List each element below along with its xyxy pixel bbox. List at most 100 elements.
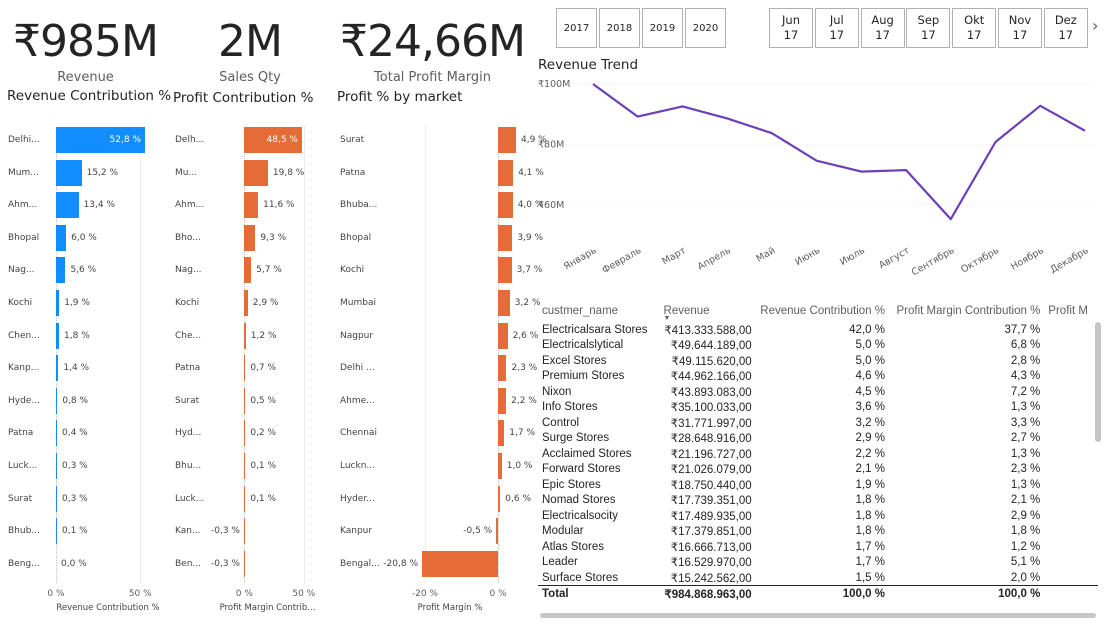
data-point[interactable] bbox=[724, 115, 730, 121]
table-row[interactable]: Nixon ₹43.893.083,00 4,5 % 7,2 % bbox=[538, 384, 1098, 400]
bar[interactable] bbox=[244, 420, 246, 447]
cell-revenue-contribution: 1,8 % bbox=[855, 494, 885, 507]
data-label: 0,3 % bbox=[62, 493, 88, 504]
revenue-contribution-chart[interactable]: Delhi... 52,8 % Mum... 15,2 % Ahm... 13,4 % Bh… bbox=[8, 127, 168, 617]
bar[interactable] bbox=[56, 387, 58, 414]
month-button-dez[interactable]: Dez 17 bbox=[1043, 8, 1088, 48]
table-row[interactable]: Premium Stores ₹44.962.166,00 4,6 % 4,3 % bbox=[538, 369, 1098, 385]
bar[interactable] bbox=[244, 322, 246, 349]
year-button-label: 2019 bbox=[649, 22, 676, 34]
table-row[interactable]: Epic Stores ₹18.750.440,00 1,9 % 1,3 % bbox=[538, 477, 1098, 493]
month-button-okt[interactable]: Okt 17 bbox=[952, 8, 997, 48]
bar[interactable] bbox=[498, 355, 507, 382]
table-row[interactable]: Electricalsara Stores ₹413.333.588,00 42,0… bbox=[538, 322, 1098, 338]
data-point[interactable] bbox=[769, 130, 775, 136]
table-row[interactable]: Modular ₹17.379.851,00 1,8 % 1,8 % bbox=[538, 524, 1098, 540]
bar[interactable] bbox=[244, 387, 246, 414]
month-button-jul[interactable]: Jul 17 bbox=[814, 8, 859, 48]
bar[interactable] bbox=[56, 290, 60, 316]
data-point[interactable] bbox=[1037, 103, 1043, 109]
column-header-profit-margin[interactable]: Profit M bbox=[1048, 305, 1088, 317]
year-button-2020[interactable]: 2020 bbox=[685, 8, 726, 48]
bar[interactable] bbox=[498, 322, 508, 349]
table-vertical-scrollbar[interactable] bbox=[1095, 322, 1101, 442]
data-point[interactable] bbox=[858, 169, 864, 175]
bar[interactable] bbox=[244, 127, 302, 153]
bar[interactable] bbox=[56, 453, 57, 479]
table-row[interactable]: Forward Stores ₹21.026.079,00 2,1 % 2,3 % bbox=[538, 462, 1098, 478]
data-point[interactable] bbox=[903, 167, 909, 173]
bar[interactable] bbox=[244, 355, 246, 382]
bar[interactable] bbox=[56, 192, 79, 219]
table-row[interactable]: Control ₹31.771.997,00 3,2 % 3,3 % bbox=[538, 415, 1098, 431]
bar[interactable] bbox=[498, 453, 502, 479]
bar[interactable] bbox=[498, 387, 507, 414]
column-header-profit-margin-contribution[interactable]: Profit Margin Contribution % bbox=[896, 305, 1041, 317]
bar[interactable] bbox=[498, 420, 505, 447]
data-point[interactable] bbox=[814, 158, 820, 164]
bar[interactable] bbox=[244, 518, 245, 545]
chevron-right-icon[interactable]: › bbox=[1092, 16, 1099, 35]
bar[interactable] bbox=[244, 485, 246, 512]
table-row[interactable]: Leader ₹16.529.970,00 1,7 % 5,1 % bbox=[538, 555, 1098, 571]
data-point[interactable] bbox=[993, 139, 999, 145]
table-row[interactable]: Atlas Stores ₹16.666.713,00 1,7 % 1,2 % bbox=[538, 539, 1098, 555]
data-point[interactable] bbox=[635, 114, 641, 120]
column-header-revenue[interactable]: Revenue ▼ bbox=[660, 300, 756, 322]
bar[interactable] bbox=[498, 485, 501, 512]
bar[interactable] bbox=[56, 485, 57, 512]
column-header-revenue-contribution[interactable]: Revenue Contribution % bbox=[760, 305, 885, 317]
bar[interactable] bbox=[56, 224, 67, 251]
table-row[interactable]: Electricalsocity ₹17.489.935,00 1,8 % 2,9 % bbox=[538, 508, 1098, 524]
month-button-nov[interactable]: Nov 17 bbox=[998, 8, 1042, 48]
bar[interactable] bbox=[244, 192, 259, 219]
month-button-jun[interactable]: Jun 17 bbox=[769, 8, 813, 48]
data-point[interactable] bbox=[679, 103, 685, 109]
bar[interactable] bbox=[498, 159, 514, 186]
revenue-trend-line[interactable] bbox=[592, 83, 1086, 221]
table-row[interactable]: Surge Stores ₹28.648.916,00 2,9 % 2,7 % bbox=[538, 431, 1098, 447]
bar[interactable] bbox=[498, 290, 510, 316]
month-button-aug[interactable]: Aug 17 bbox=[860, 8, 905, 48]
bar[interactable] bbox=[244, 453, 246, 479]
year-button-2019[interactable]: 2019 bbox=[642, 8, 683, 48]
bar[interactable] bbox=[56, 257, 66, 284]
bar[interactable] bbox=[422, 550, 499, 577]
bar[interactable] bbox=[498, 224, 513, 251]
table-row[interactable]: Acclaimed Stores ₹21.196.727,00 2,2 % 1,3 % bbox=[538, 446, 1098, 462]
bar[interactable] bbox=[56, 420, 57, 447]
profit-by-market-chart[interactable]: Surat 4,9 % Patna 4,1 % Bhuba... 4,0 % Bhopal 3… bbox=[340, 127, 547, 617]
year-button-2017[interactable]: 2017 bbox=[556, 8, 597, 48]
bar[interactable] bbox=[56, 518, 57, 545]
table-row[interactable]: Nomad Stores ₹17.739.351,00 1,8 % 2,1 % bbox=[538, 493, 1098, 509]
bar[interactable] bbox=[244, 159, 268, 186]
table-horizontal-scrollbar[interactable] bbox=[540, 613, 1096, 618]
customer-table[interactable]: custmer_name Revenue ▼ Revenue Contributi… bbox=[538, 300, 1098, 616]
bar[interactable] bbox=[244, 290, 248, 316]
bar[interactable] bbox=[56, 127, 145, 153]
data-point[interactable] bbox=[948, 216, 954, 222]
data-point[interactable] bbox=[590, 81, 596, 87]
category-label: Bhopal bbox=[340, 232, 372, 243]
table-row[interactable]: Excel Stores ₹49.115.620,00 5,0 % 2,8 % bbox=[538, 353, 1098, 369]
revenue-trend-chart[interactable]: ₹100M ₹80M ₹60M Январь Февраль Март Апрель Май И… bbox=[530, 72, 1096, 298]
table-row[interactable]: Info Stores ₹35.100.033,00 3,6 % 1,3 % bbox=[538, 400, 1098, 416]
month-button-sep[interactable]: Sep 17 bbox=[906, 8, 951, 48]
sort-descending-icon[interactable]: ▼ bbox=[663, 315, 671, 322]
table-row[interactable]: Electricalslytical ₹49.644.189,00 5,0 % 6,8… bbox=[538, 338, 1098, 354]
bar[interactable] bbox=[56, 355, 59, 382]
profit-contribution-chart[interactable]: Delh... 48,5 % Mu... 19,8 % Ahm... 11,6 % Bho.… bbox=[175, 127, 325, 617]
bar[interactable] bbox=[244, 550, 245, 577]
bar[interactable] bbox=[56, 322, 60, 349]
bar[interactable] bbox=[498, 127, 516, 153]
bar[interactable] bbox=[56, 159, 82, 186]
bar[interactable] bbox=[244, 224, 256, 251]
bar[interactable] bbox=[244, 257, 252, 284]
table-row[interactable]: Surface Stores ₹15.242.562,00 1,5 % 2,0 % bbox=[538, 570, 1098, 586]
bar[interactable] bbox=[496, 518, 499, 545]
data-point[interactable] bbox=[1082, 128, 1088, 134]
year-button-2018[interactable]: 2018 bbox=[599, 8, 640, 48]
column-header-customer[interactable]: custmer_name bbox=[542, 305, 619, 317]
bar[interactable] bbox=[498, 192, 513, 219]
bar[interactable] bbox=[498, 257, 512, 284]
